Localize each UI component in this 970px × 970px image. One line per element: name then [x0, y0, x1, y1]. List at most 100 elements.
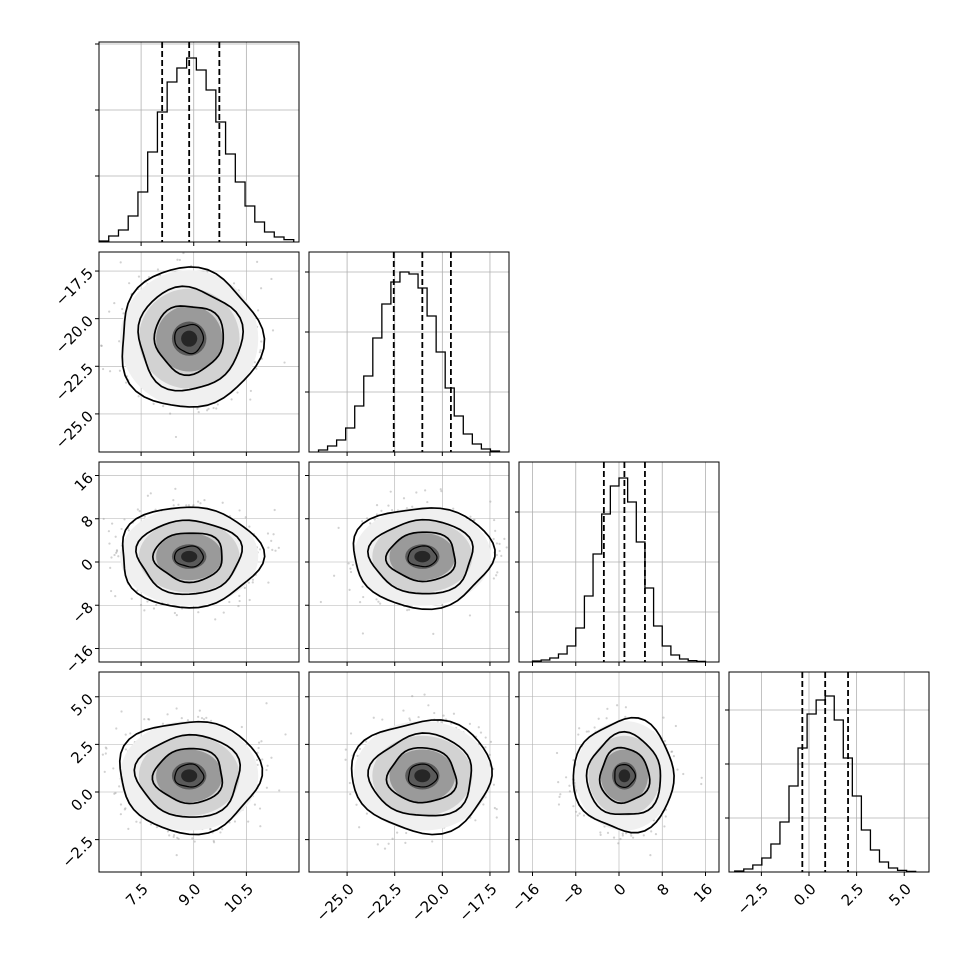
scatter-point	[209, 827, 212, 831]
scatter-point	[361, 585, 364, 588]
scatter-point	[129, 732, 132, 735]
scatter-point	[135, 820, 138, 823]
scatter-point	[495, 808, 498, 811]
scatter-point	[102, 517, 105, 521]
density-panel-2-0	[95, 461, 300, 666]
scatter-point	[117, 555, 120, 558]
scatter-point	[676, 768, 679, 771]
scatter-point	[198, 709, 201, 712]
scatter-point	[103, 770, 106, 773]
scatter-point	[124, 733, 127, 736]
scatter-point	[387, 842, 390, 845]
scatter-point	[143, 718, 146, 721]
contour-3-1-2	[385, 746, 458, 804]
scatter-point	[203, 499, 206, 502]
y-tick-label-3-2: 0.0	[67, 785, 97, 815]
scatter-point	[120, 527, 123, 531]
scatter-point	[257, 746, 260, 750]
scatter-point	[484, 736, 487, 739]
scatter-point	[166, 713, 169, 716]
contour-2-0-2	[151, 532, 223, 584]
scatter-point	[259, 349, 262, 352]
scatter-point	[253, 361, 256, 364]
scatter-point	[259, 825, 262, 828]
scatter-point	[114, 791, 117, 795]
scatter-point	[559, 793, 562, 796]
scatter-point	[146, 600, 149, 603]
scatter-point	[361, 632, 365, 635]
scatter-point	[260, 340, 263, 343]
scatter-point	[209, 827, 212, 831]
scatter-point	[358, 747, 362, 751]
scatter-point	[136, 508, 139, 511]
scatter-point	[700, 776, 703, 779]
scatter-point	[408, 608, 411, 611]
scatter-point	[700, 782, 703, 786]
scatter-point	[358, 826, 361, 829]
scatter-point	[180, 717, 183, 720]
scatter-point	[238, 599, 241, 603]
scatter-point	[498, 542, 501, 545]
density-level-1-0-4	[181, 330, 198, 347]
scatter-point	[247, 581, 250, 584]
scatter-point	[233, 820, 237, 823]
scatter-point	[452, 507, 455, 510]
scatter-point	[248, 525, 251, 528]
scatter-point	[249, 398, 252, 401]
x-tick-label-2-3: 8	[654, 880, 673, 899]
scatter-point	[138, 510, 141, 513]
scatter-point	[664, 815, 667, 818]
scatter-point	[166, 830, 170, 833]
scatter-point	[255, 758, 259, 762]
x-tick-label-3-2: 2.5	[838, 880, 868, 910]
scatter-point	[108, 310, 111, 313]
scatter-point	[365, 517, 369, 520]
x-tick-label-1-2: −20.0	[408, 880, 453, 925]
scatter-point	[441, 603, 444, 607]
scatter-point	[265, 702, 268, 705]
scatter-point	[390, 508, 394, 512]
scatter-point	[654, 832, 658, 836]
contour-3-2-0	[572, 716, 675, 834]
scatter-point	[110, 556, 113, 559]
scatter-point	[238, 509, 241, 512]
scatter-point	[344, 758, 347, 761]
scatter-point	[576, 814, 579, 817]
scatter-point	[197, 410, 200, 414]
scatter-point	[500, 554, 503, 557]
x-tick-label-1-1: −22.5	[360, 880, 405, 925]
scatter-point	[612, 836, 616, 839]
histogram-step-3	[734, 695, 917, 872]
scatter-point	[125, 381, 128, 384]
scatter-point	[232, 282, 236, 285]
contour-3-2-2	[598, 746, 651, 805]
y-tick-label-1-2: −22.5	[52, 360, 97, 405]
scatter-point	[593, 726, 596, 729]
panel-frame-0-0	[98, 41, 300, 243]
scatter-point	[178, 258, 181, 262]
scatter-point	[277, 546, 280, 549]
scatter-point	[105, 747, 108, 750]
scatter-point	[424, 489, 427, 492]
scatter-point	[238, 594, 241, 597]
scatter-point	[494, 529, 497, 532]
scatter-point	[215, 407, 218, 410]
scatter-point	[411, 695, 414, 698]
scatter-point	[147, 275, 151, 279]
scatter-point	[156, 268, 160, 271]
scatter-point	[109, 589, 113, 593]
scatter-point	[477, 726, 480, 729]
scatter-point	[379, 602, 382, 605]
scatter-point	[199, 502, 202, 505]
scatter-point	[349, 567, 352, 570]
scatter-point	[206, 409, 209, 412]
scatter-point	[619, 837, 622, 841]
scatter-point	[114, 535, 117, 538]
scatter-point	[177, 503, 180, 506]
density-level-3-1-4	[414, 769, 431, 783]
scatter-point	[642, 834, 645, 837]
scatter-point	[101, 367, 105, 371]
scatter-point	[155, 603, 158, 607]
scatter-point	[266, 764, 269, 767]
scatter-point	[376, 843, 379, 846]
